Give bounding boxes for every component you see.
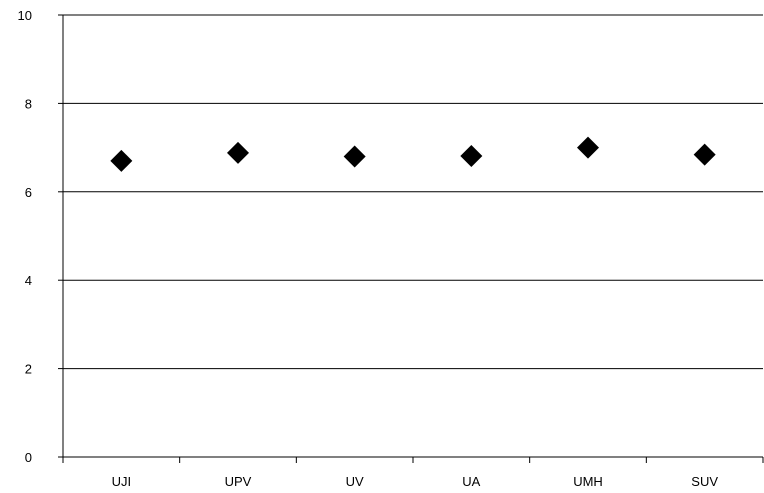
data-point-uv bbox=[343, 145, 366, 168]
y-tick-label: 8 bbox=[25, 96, 32, 111]
data-markers bbox=[110, 136, 716, 172]
y-tick-label: 2 bbox=[25, 362, 32, 377]
y-tick-label: 10 bbox=[18, 8, 32, 23]
data-point-suv bbox=[693, 143, 716, 166]
data-point-uji bbox=[110, 149, 133, 172]
y-axis: 0 2 4 6 8 10 bbox=[18, 8, 64, 465]
y-tick-label: 6 bbox=[25, 185, 32, 200]
data-point-umh bbox=[577, 136, 599, 159]
x-tick-label: UPV bbox=[225, 474, 252, 489]
y-tick-label: 0 bbox=[25, 450, 32, 465]
data-point-ua bbox=[460, 144, 483, 167]
y-tick-label: 4 bbox=[25, 273, 32, 288]
data-point-upv bbox=[227, 141, 249, 164]
x-tick-label: UV bbox=[346, 474, 364, 489]
x-axis: UJI UPV UV UA UMH SUV bbox=[62, 456, 764, 489]
x-tick-label: UJI bbox=[112, 474, 132, 489]
x-tick-label: SUV bbox=[691, 474, 718, 489]
x-tick-label: UMH bbox=[573, 474, 603, 489]
gridlines bbox=[63, 14, 763, 370]
x-tick-label: UA bbox=[462, 474, 480, 489]
